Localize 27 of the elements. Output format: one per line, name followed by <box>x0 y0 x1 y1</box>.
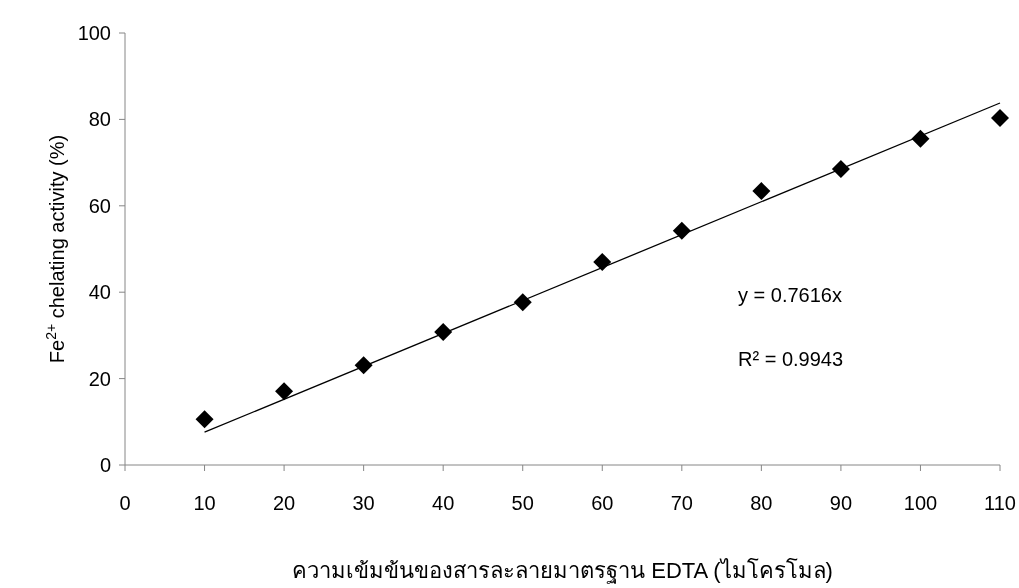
x-tick-label: 40 <box>432 492 455 514</box>
x-axis-title: ความเข้มข้นของสารละลายมาตรฐาน EDTA (ไมโครโมล) <box>292 558 833 584</box>
x-tick-label: 10 <box>193 492 216 514</box>
point <box>593 252 612 271</box>
point <box>275 382 294 401</box>
x-tick-label: 30 <box>352 492 375 514</box>
annotation: y = 0.7616x <box>738 284 842 306</box>
y-tick-label: 60 <box>88 194 111 217</box>
x-tick-label: 60 <box>591 492 614 514</box>
y-tick-label: 80 <box>88 108 111 131</box>
point <box>672 221 691 240</box>
y-tick-label: 100 <box>77 22 111 44</box>
point <box>991 109 1009 128</box>
x-tick-label: 100 <box>903 492 938 514</box>
x-tick-label: 70 <box>670 492 693 514</box>
point <box>752 182 771 201</box>
annotation: R² = 0.9943 <box>738 348 844 370</box>
x-tick-label: 80 <box>750 492 773 514</box>
x-tick-label: 0 <box>119 492 131 514</box>
x-tick-label: 50 <box>511 492 534 514</box>
y-tick-label: 20 <box>88 367 111 390</box>
y-tick-label: 0 <box>99 454 111 476</box>
y-tick-label: 40 <box>88 281 111 304</box>
x-tick-label: 110 <box>984 492 1016 514</box>
x-tick-label: 20 <box>272 492 296 514</box>
x-tick-label: 90 <box>829 492 853 514</box>
point <box>195 410 214 429</box>
